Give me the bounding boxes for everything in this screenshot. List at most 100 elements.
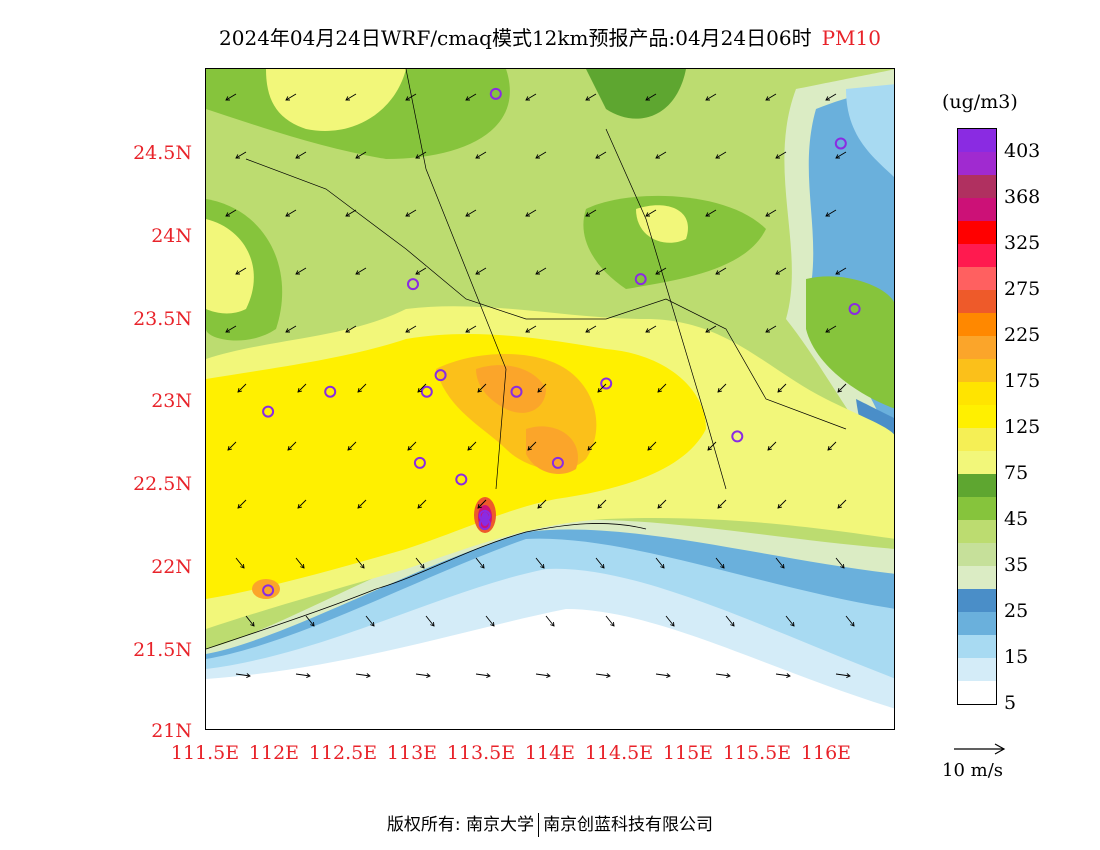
wind-arrow (417, 499, 427, 509)
colorbar-swatch (958, 129, 996, 152)
colorbar-swatch (958, 382, 996, 405)
wind-arrow-head (606, 673, 611, 678)
wind-arrow (775, 151, 787, 159)
wind-arrow (245, 615, 255, 627)
wind-arrow-head (765, 212, 771, 217)
wind-arrow-head (767, 446, 772, 451)
wind-arrow-head (525, 328, 531, 333)
wind-arrow (655, 673, 671, 677)
wind-arrow (407, 441, 417, 451)
wind-arrow (355, 557, 365, 569)
wind-arrow-head (705, 212, 711, 217)
copyright-footer: 版权所有: 南京大学 南京创蓝科技有限公司 (0, 810, 1100, 837)
w-hotspot (252, 579, 280, 599)
wind-arrow-head (300, 563, 305, 569)
wind-arrow-head (597, 388, 602, 393)
wind-arrow (295, 673, 311, 677)
wind-arrow (415, 673, 431, 677)
wind-arrow (405, 209, 417, 217)
wind-arrow (415, 267, 427, 275)
wind-arrow-head (657, 388, 662, 393)
wind-arrow (297, 383, 307, 393)
wind-arrow-head (237, 388, 242, 393)
wind-arrow-head (297, 388, 302, 393)
wind-arrow-head (597, 504, 602, 509)
wind-arrow (715, 267, 727, 275)
wind-arrow-head (595, 154, 601, 159)
wind-arrow-head (537, 388, 542, 393)
wind-arrow (775, 267, 787, 275)
wind-arrow (295, 151, 307, 159)
wind-arrow-head (825, 96, 831, 101)
boundary-line1 (245, 158, 847, 430)
wind-arrow-head (475, 270, 481, 275)
wind-arrow-head (285, 96, 291, 101)
wind-arrow-head (295, 270, 301, 275)
wind-arrow (225, 325, 237, 333)
wind-arrow (355, 267, 367, 275)
wind-arrow (227, 441, 237, 451)
wind-arrow-head (347, 446, 352, 451)
station-marker (324, 385, 337, 398)
colorbar-swatch (958, 635, 996, 658)
wind-arrow-head (550, 621, 555, 627)
wind-arrow-head (480, 563, 485, 569)
wind-arrow-head (660, 563, 665, 569)
wind-arrow-head (287, 446, 292, 451)
wind-arrow-head (837, 388, 842, 393)
lat-label-23.5: 23.5N (133, 308, 192, 330)
station-marker (634, 273, 647, 286)
wind-arrow-head (426, 673, 431, 678)
lon-label-115: 115E (662, 742, 714, 764)
wind-arrow (657, 383, 667, 393)
wind-arrow-head (846, 673, 851, 678)
footer-separator (538, 813, 540, 837)
colorbar-swatch (958, 221, 996, 244)
colorbar-label: 35 (1004, 554, 1029, 576)
wind-arrow (645, 209, 657, 217)
station-markers (262, 87, 861, 597)
colorbar (957, 128, 997, 705)
lon-label-114: 114E (524, 742, 576, 764)
colorbar-swatch (958, 451, 996, 474)
wind-arrow (835, 557, 845, 569)
wind-arrow-head (786, 673, 791, 678)
coastline (206, 523, 647, 650)
wind-arrow-head (587, 446, 592, 451)
wind-arrow (225, 209, 237, 217)
lon-label-113: 113E (386, 742, 438, 764)
wind-arrow (717, 499, 727, 509)
wind-arrow-head (297, 504, 302, 509)
wind-arrow (595, 557, 605, 569)
wind-arrow (535, 151, 547, 159)
pollutant-label: PM10 (821, 26, 881, 50)
wind-arrow-head (777, 504, 782, 509)
wind-arrow (285, 93, 297, 101)
wind-arrow-head (535, 154, 541, 159)
wind-arrow-head (306, 673, 311, 678)
wind-arrow-head (246, 673, 251, 678)
wind-arrow (535, 267, 547, 275)
wind-arrow-head (225, 328, 231, 333)
wind-arrow (595, 673, 611, 677)
wind-arrow-head (585, 212, 591, 217)
wind-arrow-head (825, 212, 831, 217)
wind-arrow-head (235, 154, 241, 159)
colorbar-label: 15 (1004, 646, 1029, 668)
wind-arrow (415, 151, 427, 159)
colorbar-swatch (958, 359, 996, 382)
wind-arrow (357, 383, 367, 393)
wind-arrow-head (535, 270, 541, 275)
chart-title: 2024年04月24日WRF/cmaq模式12km预报产品:04月24日06时 P… (0, 22, 1100, 51)
wind-arrow (725, 615, 735, 627)
wind-arrow-head (465, 328, 471, 333)
pollution-map (205, 68, 895, 730)
wind-arrow (665, 615, 675, 627)
wind-arrow (765, 325, 777, 333)
wind-arrow (465, 209, 477, 217)
wind-arrow-head (467, 446, 472, 451)
colorbar-label: 125 (1004, 416, 1041, 438)
footer-right: 南京创蓝科技有限公司 (543, 815, 714, 835)
colorbar-swatch (958, 589, 996, 612)
wind-arrow (845, 615, 855, 627)
